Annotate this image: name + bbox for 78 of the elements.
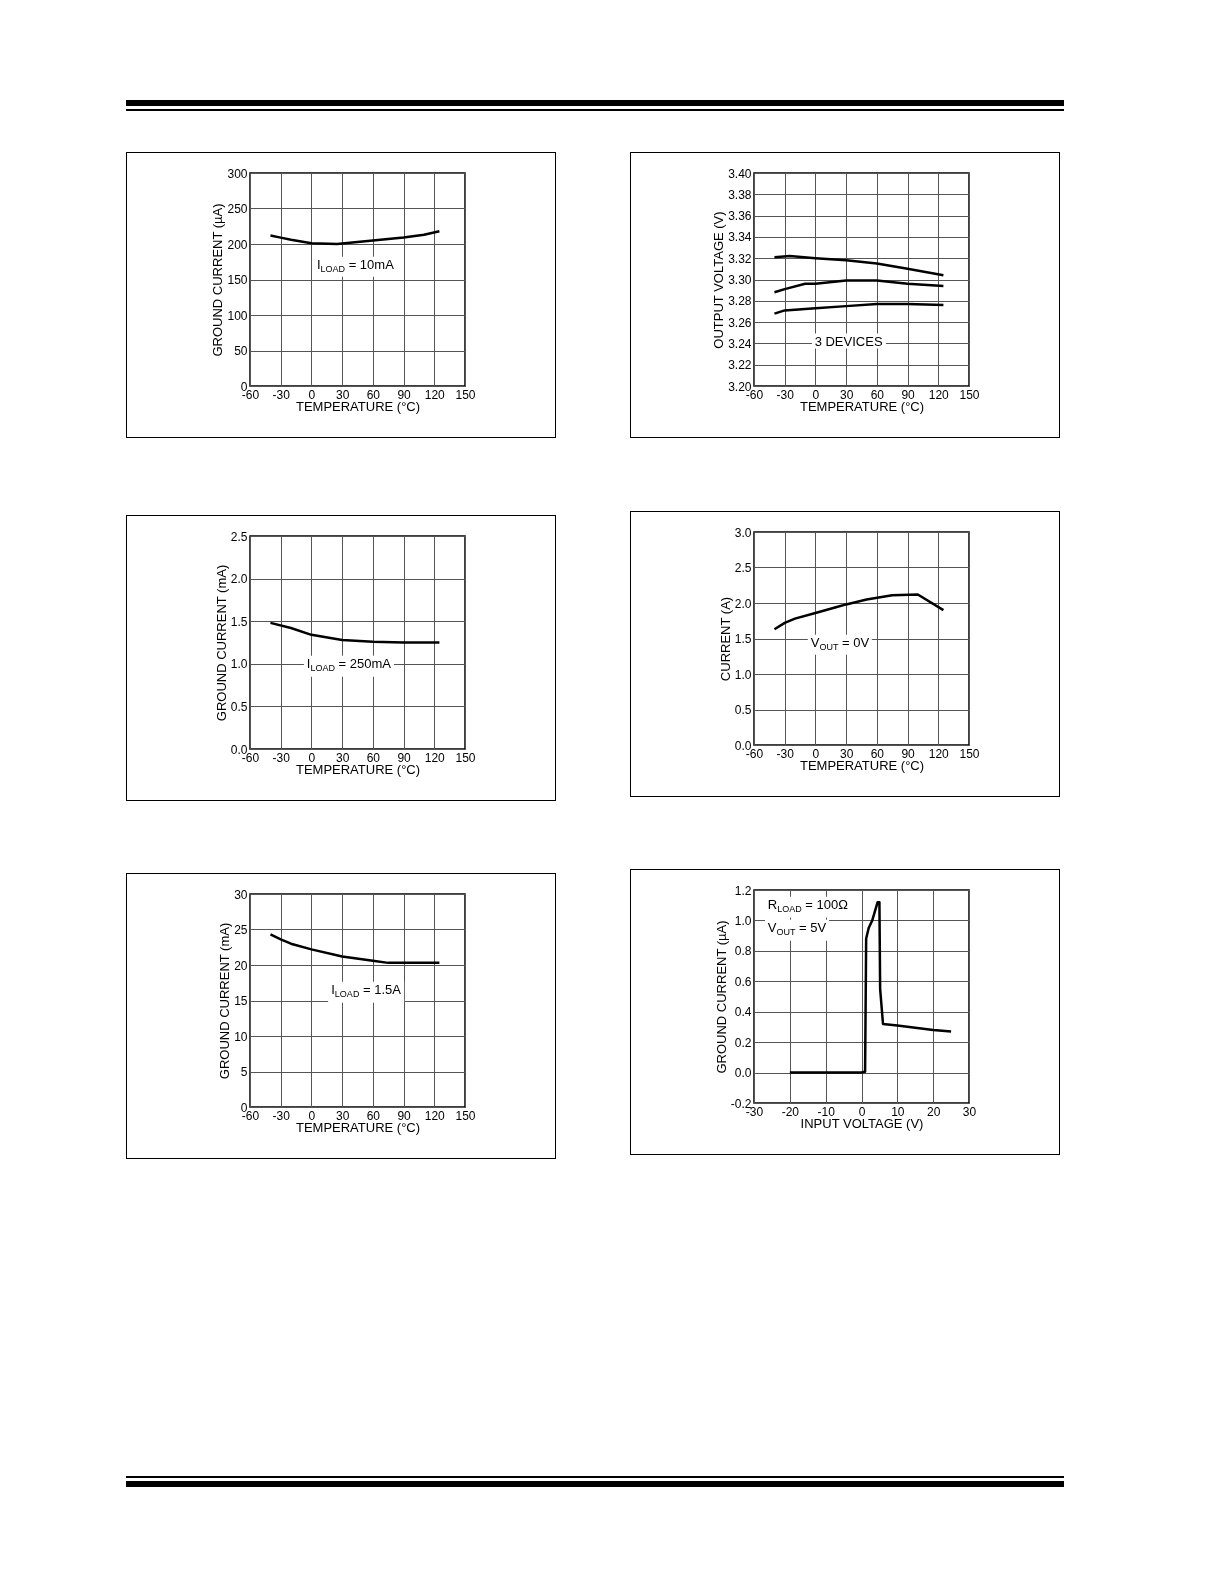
- y-axis-title: OUTPUT VOLTAGE (V): [711, 211, 727, 349]
- y-tick-label: 3.0: [734, 525, 752, 540]
- y-tick-label: 0.0: [734, 1066, 752, 1081]
- y-tick-label: 100: [227, 308, 248, 323]
- y-tick-label: 2.0: [230, 572, 248, 587]
- y-tick-label: 3.30: [728, 273, 752, 287]
- y-tick-label: 1.2: [734, 883, 752, 898]
- y-tick-label: 3.36: [728, 209, 752, 224]
- annotation: R$_{LOAD}$ = 100Ω: [764, 896, 851, 918]
- annotation: I$_{LOAD}$ = 10mA: [313, 256, 397, 278]
- y-tick-label: 1.0: [230, 657, 248, 672]
- y-tick-label: 25: [234, 923, 248, 937]
- y-axis-title: GROUND CURRENT (µA): [210, 203, 226, 357]
- y-axis-title: CURRENT (A): [717, 596, 733, 682]
- x-tick-label: -30: [272, 1108, 291, 1123]
- x-tick-label: 150: [455, 387, 476, 402]
- line-series: [773, 254, 945, 277]
- y-tick-label: 3.26: [728, 315, 752, 330]
- y-tick-label: 0.5: [734, 703, 752, 717]
- y-tick-label: 2.0: [734, 596, 752, 611]
- x-tick-label: -30: [776, 746, 795, 761]
- y-tick-label: 3.22: [728, 358, 752, 373]
- y-tick-label: 3.34: [728, 230, 752, 245]
- x-tick-label: -20: [781, 1104, 800, 1119]
- y-axis-title: GROUND CURRENT (mA): [213, 564, 229, 722]
- y-tick-label: 1.5: [230, 614, 248, 629]
- y-tick-label: 50: [234, 344, 248, 358]
- y-tick-label: 20: [234, 958, 248, 973]
- y-tick-label: 3.24: [728, 336, 752, 351]
- annotation: I$_{LOAD}$ = 1.5A: [328, 981, 404, 1003]
- y-tick-label: 2.5: [734, 561, 752, 575]
- y-tick-label: 300: [227, 166, 248, 181]
- y-tick-label: 0.6: [734, 974, 752, 989]
- y-tick-label: 2.5: [230, 529, 248, 544]
- line-series: [269, 229, 441, 246]
- y-tick-label: 3.38: [728, 187, 752, 202]
- x-tick-label: 150: [959, 746, 980, 761]
- y-tick-label: 5: [240, 1065, 248, 1079]
- x-tick-label: 20: [926, 1104, 941, 1119]
- y-axis-title: GROUND CURRENT (µA): [713, 920, 729, 1074]
- y-tick-label: 0.2: [734, 1035, 752, 1050]
- x-tick-label: 120: [928, 387, 950, 402]
- x-tick-label: 30: [962, 1104, 977, 1119]
- x-tick-label: 120: [424, 387, 446, 402]
- annotation: I$_{LOAD}$ = 250mA: [303, 655, 394, 677]
- y-tick-label: 250: [227, 202, 248, 216]
- y-tick-label: 10: [234, 1029, 248, 1044]
- annotation: V$_{OUT}$ = 0V: [807, 634, 873, 656]
- y-tick-label: 0.4: [734, 1005, 752, 1020]
- annotation: V$_{OUT}$ = 5V: [764, 920, 830, 941]
- x-tick-label: 120: [424, 750, 446, 765]
- y-tick-label: 0.8: [734, 944, 752, 959]
- x-tick-label: 120: [928, 746, 950, 761]
- y-tick-label: 1.0: [734, 667, 752, 682]
- line-series: [773, 302, 945, 315]
- y-tick-label: 1.0: [734, 913, 752, 928]
- y-tick-label: 3.28: [728, 294, 752, 309]
- line-series: [773, 593, 945, 631]
- x-tick-label: 150: [455, 1108, 476, 1123]
- x-tick-label: 150: [959, 387, 980, 402]
- line-series: [269, 933, 441, 965]
- x-tick-label: -30: [272, 750, 291, 765]
- y-tick-label: 150: [227, 273, 248, 287]
- y-tick-label: 30: [234, 887, 248, 902]
- x-tick-label: -30: [776, 387, 795, 402]
- y-tick-label: 3.40: [728, 166, 752, 181]
- x-tick-label: -30: [272, 387, 291, 402]
- y-axis-title: GROUND CURRENT (mA): [217, 922, 233, 1080]
- y-tick-label: 0.5: [230, 699, 248, 714]
- annotation: 3 DEVICES: [811, 333, 886, 349]
- x-tick-label: 120: [424, 1108, 446, 1123]
- y-tick-label: 200: [227, 237, 248, 252]
- y-tick-label: 3.32: [728, 251, 752, 266]
- x-tick-label: 150: [455, 750, 476, 765]
- line-series: [269, 621, 441, 644]
- y-tick-label: 15: [234, 994, 248, 1008]
- line-series: [773, 279, 945, 294]
- y-tick-label: 1.5: [734, 632, 752, 646]
